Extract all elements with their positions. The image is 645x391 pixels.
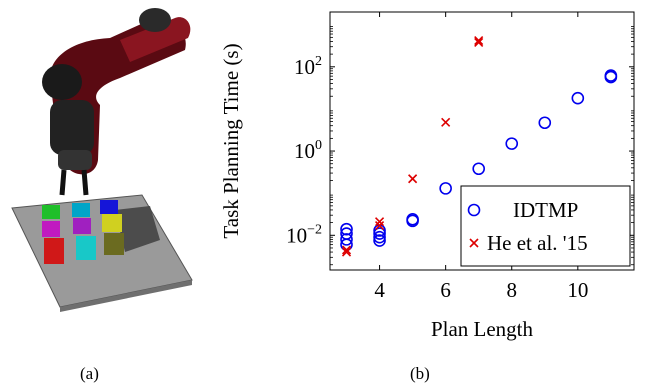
idtmp-point <box>340 227 353 240</box>
cube <box>76 236 96 260</box>
idtmp-point <box>373 230 386 244</box>
x-tick-label: 4 <box>374 278 385 302</box>
legend-circle-marker <box>467 203 481 217</box>
robot-arm-scene-image <box>11 8 193 312</box>
chart-legend: IDTMP He et al. '15 <box>460 185 631 267</box>
he-point <box>474 37 484 47</box>
cube <box>42 221 60 237</box>
legend-box <box>460 185 631 267</box>
x-tick-label: 8 <box>506 278 517 302</box>
he-point <box>474 35 484 46</box>
idtmp-point <box>373 234 386 247</box>
y-tick-label: 100 <box>294 138 322 163</box>
cube <box>42 205 60 219</box>
idtmp-point <box>538 116 552 130</box>
he-point <box>441 117 451 127</box>
legend-x-glyph <box>469 238 479 248</box>
caption-a: (a) <box>80 364 99 383</box>
x-axis-label: Plan Length <box>431 317 534 341</box>
he-point <box>341 245 352 255</box>
x-tick-label: 10 <box>567 278 588 302</box>
cube <box>104 233 124 255</box>
idtmp-point <box>571 91 585 105</box>
legend-label-he: He et al. '15 <box>487 231 588 255</box>
y-axis-label: Task Planning Time (s) <box>219 43 243 238</box>
he-point <box>374 221 385 231</box>
cube <box>73 218 91 234</box>
idtmp-point <box>406 212 419 226</box>
idtmp-point <box>472 162 485 176</box>
idtmp-point <box>505 137 519 150</box>
he-point <box>341 247 352 257</box>
y-tick-label: 10−2 <box>286 222 322 247</box>
idtmp-point <box>340 222 353 236</box>
idtmp-point <box>439 182 452 195</box>
y-tick-label: 102 <box>294 54 322 79</box>
legend-label-idtmp: IDTMP <box>513 198 578 222</box>
cube <box>72 203 90 217</box>
cube <box>102 214 122 232</box>
x-tick-label: 6 <box>440 278 451 302</box>
he-point <box>408 174 418 184</box>
cube <box>44 238 64 264</box>
idtmp-point <box>604 69 618 82</box>
plot-frame <box>329 11 635 271</box>
legend-x-marker <box>469 238 479 248</box>
he-point <box>374 217 385 227</box>
caption-b: (b) <box>410 364 430 383</box>
cube <box>100 200 118 214</box>
scatter-chart: 4 6 8 10 10−2 100 102 Plan Length Task Plannin… <box>219 11 635 341</box>
